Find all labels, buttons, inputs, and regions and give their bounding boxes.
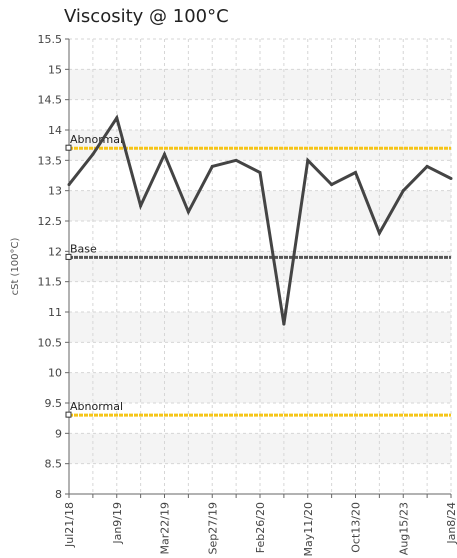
- data-point: [401, 189, 405, 193]
- data-point: [210, 164, 214, 168]
- data-point: [115, 116, 119, 120]
- y-axis-title: cSt (100°C): [10, 237, 21, 295]
- x-tick-label: Mar22/19: [159, 502, 172, 554]
- y-tick-label: 11: [48, 306, 62, 319]
- y-tick-label: 13: [48, 185, 62, 198]
- reference-label: Base: [70, 242, 97, 255]
- data-point: [91, 152, 95, 156]
- reference-marker: [65, 253, 72, 260]
- reference-label: Abnormal: [70, 133, 123, 146]
- data-point: [67, 183, 71, 187]
- y-tick-label: 10.5: [38, 336, 63, 349]
- reference-lines: Abnormal Base Abnormal: [65, 133, 451, 418]
- x-tick-label: May11/20: [302, 502, 315, 556]
- data-point: [425, 164, 429, 168]
- y-tick-label: 9.5: [45, 397, 63, 410]
- y-tick-label: 10: [48, 367, 62, 380]
- data-point: [163, 152, 166, 156]
- data-point: [449, 177, 453, 181]
- data-point: [234, 158, 238, 162]
- x-tick-label: Jul21/18: [63, 502, 76, 548]
- y-tick-label: 14: [48, 124, 62, 137]
- data-point: [282, 322, 286, 326]
- x-tick-label: Jan9/19: [111, 502, 124, 545]
- reference-label: Abnormal: [70, 400, 123, 413]
- y-tick-label: 14.5: [38, 94, 63, 107]
- y-tick-label: 9: [55, 427, 62, 440]
- reference-marker: [65, 411, 72, 418]
- y-tick-label: 15: [48, 63, 62, 76]
- data-point: [258, 170, 262, 174]
- y-tick-label: 11.5: [38, 276, 63, 289]
- y-axis-ticks: 8 8.5 9 9.5 10 10.5 11 11.5 12 12.5 13 13.5 14 14.5 15…: [38, 33, 69, 501]
- x-tick-label: Aug15/23: [397, 502, 410, 555]
- background-bands: [69, 69, 451, 464]
- reference-marker: [65, 144, 72, 151]
- data-point: [377, 231, 381, 235]
- data-point: [306, 158, 310, 162]
- data-point: [139, 204, 143, 208]
- y-tick-label: 12: [48, 245, 62, 258]
- x-tick-label: Feb26/20: [254, 502, 267, 553]
- data-point: [354, 170, 357, 174]
- y-tick-label: 8: [55, 488, 62, 501]
- y-tick-label: 15.5: [38, 33, 63, 46]
- x-tick-label: Sep27/19: [206, 502, 219, 554]
- y-tick-label: 13.5: [38, 154, 63, 167]
- chart-title: Viscosity @ 100°C: [64, 6, 229, 27]
- x-tick-label: Oct13/20: [350, 502, 363, 553]
- series-line: [67, 114, 453, 326]
- y-tick-label: 8.5: [45, 458, 63, 471]
- data-point: [330, 183, 334, 187]
- y-tick-label: 12.5: [38, 215, 63, 228]
- x-axis-ticks: Jul21/18 Jan9/19 Mar22/19 Sep27/19 Feb26/20 M…: [63, 494, 457, 556]
- data-point: [186, 210, 190, 214]
- x-tick-label: Jan8/24: [445, 502, 457, 545]
